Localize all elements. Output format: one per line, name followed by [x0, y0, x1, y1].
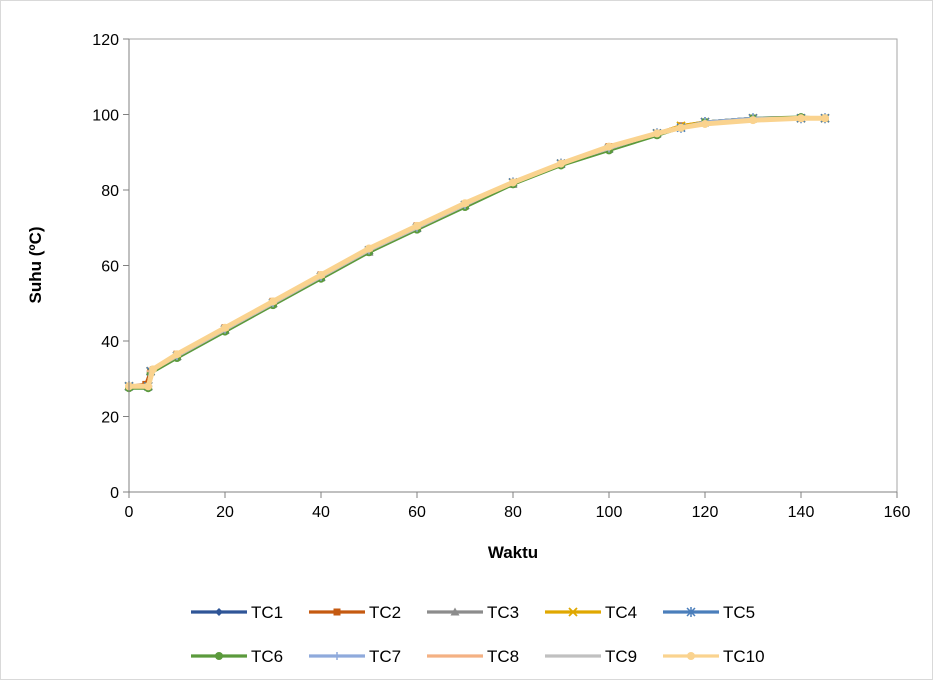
legend-label: TC6 — [251, 647, 283, 666]
data-point — [677, 123, 685, 132]
legend-item-tc7: TC7 — [309, 647, 401, 666]
x-tick-label: 20 — [216, 504, 234, 521]
data-point — [413, 221, 421, 230]
legend-item-tc6: TC6 — [191, 647, 283, 666]
y-tick-label: 120 — [92, 32, 119, 49]
legend-marker — [450, 607, 460, 616]
axes-layer: 0 20 40 60 80 100 120 0 20 40 60 80 100 120 140 160 — [92, 32, 910, 521]
series-tc10 — [125, 114, 829, 391]
data-point — [749, 116, 757, 125]
x-tick-label: 120 — [692, 504, 719, 521]
x-axis-title: Waktu — [488, 543, 538, 562]
data-point — [317, 270, 325, 279]
plot-area — [128, 38, 898, 493]
series-tc4 — [124, 113, 830, 391]
legend-item-tc5: TC5 — [663, 603, 755, 622]
data-point — [653, 129, 661, 138]
data-point — [557, 159, 565, 168]
legend-label: TC10 — [723, 647, 765, 666]
x-tick-label: 40 — [312, 504, 330, 521]
y-tick-label: 20 — [101, 410, 119, 427]
series-line-tc6 — [127, 115, 827, 390]
legend-item-tc10: TC10 — [663, 647, 765, 666]
legend-marker — [333, 608, 341, 616]
legend-item-tc8: TC8 — [427, 647, 519, 666]
y-tick-label: 0 — [110, 485, 119, 502]
series-line-tc7 — [127, 116, 827, 388]
series-line-tc5 — [127, 116, 827, 388]
y-axis-title: Suhu (ºC) — [26, 226, 45, 303]
legend-item-tc2: TC2 — [309, 603, 401, 622]
series-tc3 — [124, 113, 830, 390]
data-point — [461, 199, 469, 208]
series-tc9 — [127, 116, 827, 388]
series-tc5 — [124, 113, 830, 392]
legend-item-tc3: TC3 — [427, 603, 519, 622]
series-line-tc3 — [127, 116, 827, 388]
x-tick-label: 140 — [788, 504, 815, 521]
data-point — [701, 119, 709, 128]
legend-item-tc1: TC1 — [191, 603, 283, 622]
data-point — [821, 114, 829, 123]
legend-item-tc4: TC4 — [545, 603, 637, 622]
legend-marker — [568, 607, 578, 617]
series-line-tc1 — [127, 116, 827, 388]
y-tick-label: 100 — [92, 108, 119, 125]
x-tick-label: 160 — [884, 504, 911, 521]
x-tick-label: 80 — [504, 504, 522, 521]
y-tick-label: 80 — [101, 183, 119, 200]
legend-label: TC1 — [251, 603, 283, 622]
legend-marker — [686, 607, 696, 617]
data-point — [797, 114, 805, 123]
legend-marker — [687, 652, 695, 660]
legend-label: TC4 — [605, 603, 637, 622]
data-point — [221, 323, 229, 332]
data-point — [144, 382, 153, 391]
data-point — [173, 350, 181, 359]
legend-marker — [215, 652, 223, 660]
series-tc2 — [125, 114, 829, 390]
x-tick-label: 60 — [408, 504, 426, 521]
legend-item-tc9: TC9 — [545, 647, 637, 666]
legend: TC1 TC2 TC3 TC4 TC5 TC6 TC7 TC8 TC9 TC10 — [191, 603, 765, 666]
y-tick-label: 60 — [101, 259, 119, 276]
x-tick-label: 0 — [125, 504, 134, 521]
legend-label: TC5 — [723, 603, 755, 622]
series-tc8 — [125, 116, 829, 388]
data-point — [269, 297, 277, 306]
series-line-tc10 — [126, 115, 828, 389]
series-line-tc9 — [127, 116, 827, 388]
legend-label: TC3 — [487, 603, 519, 622]
legend-label: TC7 — [369, 647, 401, 666]
series-tc1 — [125, 114, 829, 391]
legend-marker — [215, 608, 223, 616]
series-line-tc8 — [127, 116, 827, 388]
x-tick-label: 100 — [596, 504, 623, 521]
series-tc6 — [125, 113, 829, 393]
legend-label: TC8 — [487, 647, 519, 666]
plot-border — [128, 38, 898, 493]
data-point — [605, 142, 613, 151]
legend-label: TC2 — [369, 603, 401, 622]
data-point — [365, 244, 373, 253]
legend-label: TC9 — [605, 647, 637, 666]
y-tick-label: 40 — [101, 334, 119, 351]
series-line-tc4 — [127, 116, 827, 388]
series-line-tc2 — [127, 115, 827, 388]
series-tc7 — [125, 114, 829, 391]
legend-marker — [333, 652, 341, 660]
series-layer — [124, 113, 830, 393]
data-point — [149, 365, 157, 374]
data-point — [509, 178, 517, 187]
